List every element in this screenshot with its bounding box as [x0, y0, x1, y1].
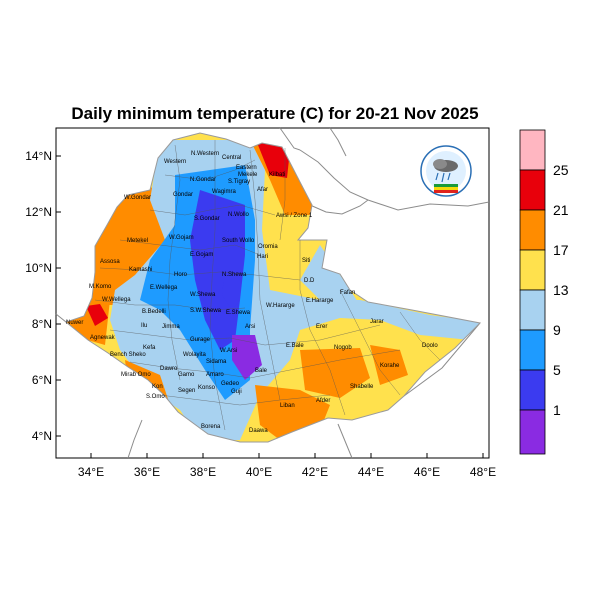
region-label: Gamo [178, 372, 195, 378]
region-label: Awsi / Zone 1 [276, 213, 313, 219]
region-label: W.Gojam [169, 235, 194, 241]
region-label: Nogob [334, 345, 352, 351]
x-tick-label: 48°E [470, 465, 496, 479]
country-border [64, 132, 482, 443]
region-label: Konso [198, 385, 216, 391]
region-label: E.Wellega [150, 285, 178, 291]
region-label: N.Western [191, 151, 219, 157]
axis-ticks [56, 155, 484, 458]
colorbar-label: 1 [553, 402, 561, 418]
region-label: E.Bale [286, 343, 304, 349]
region-label: B.Bedelli [142, 309, 166, 315]
region-label: E.Gojam [190, 252, 213, 258]
region-label: Kefa [143, 345, 156, 351]
y-tick-label: 10°N [25, 261, 52, 275]
region-label: Dawro [160, 366, 178, 372]
region-label: Nuwer [66, 320, 83, 326]
x-tick-label: 44°E [358, 465, 384, 479]
region-label: N.Gondar [190, 177, 216, 183]
region-label: E.Hararge [306, 298, 334, 304]
region-label: Jarar [370, 319, 384, 325]
x-tick-label: 40°E [246, 465, 272, 479]
region-label: W.Wellega [102, 297, 131, 303]
region-label: Central [222, 155, 241, 161]
region-label: Segen [178, 388, 195, 394]
region-label: Gondar [173, 192, 193, 198]
region-label: Kon [152, 384, 163, 390]
map-title: Daily minimum temperature (C) for 20-21 … [71, 104, 479, 123]
y-tick-label: 4°N [32, 429, 52, 443]
region-label: Hari [257, 254, 268, 260]
colorbar-label: 13 [553, 282, 569, 298]
region-label: Fafan [340, 290, 355, 296]
region-label: W.Arsi [220, 348, 237, 354]
region-label: Oromia [258, 244, 278, 250]
region-label: Western [164, 159, 186, 165]
region-label: E.Shewa [226, 310, 251, 316]
region-label: S.W.Shewa [190, 308, 222, 314]
region-label: Eastern [236, 165, 257, 171]
region-label: Daawa [249, 428, 268, 434]
colorbar-label: 17 [553, 242, 569, 258]
region-label: Kamashi [129, 267, 152, 273]
region-label: N.Shewa [222, 272, 247, 278]
region-label: Jimma [162, 324, 180, 330]
region-label: Doolo [422, 343, 438, 349]
region-label: S.Omo [146, 394, 165, 400]
colorbar-label: 25 [553, 162, 569, 178]
region-label: Guji [231, 389, 242, 395]
region-label: Mirab Omo [121, 372, 151, 378]
agency-logo [420, 145, 472, 197]
colorbar [519, 129, 546, 455]
region-label: W.Hararge [266, 303, 295, 309]
region-label: Horo [174, 272, 188, 278]
region-label: Arsi [245, 324, 255, 330]
region-label: South Wollo [222, 238, 255, 244]
y-tick-label: 14°N [25, 149, 52, 163]
region-label: Assosa [100, 259, 120, 265]
region-label: Amaro [206, 372, 224, 378]
region-label: Mekele [238, 172, 258, 178]
region-label: D.D [304, 278, 315, 284]
region-label: Bench Sheko [110, 352, 146, 358]
x-tick-label: 42°E [302, 465, 328, 479]
x-tick-label: 34°E [78, 465, 104, 479]
region-label: S.Gondar [194, 216, 220, 222]
region-label: Afder [316, 398, 330, 404]
x-tick-label: 46°E [414, 465, 440, 479]
region-label: Liban [280, 403, 295, 409]
region-label: Afar [257, 187, 268, 193]
colorbar-label: 21 [553, 202, 569, 218]
x-tick-label: 36°E [134, 465, 160, 479]
region-label: Sidama [206, 359, 227, 365]
zone-boundaries [94, 140, 441, 431]
region-label: W.Gondar [124, 195, 151, 201]
region-label: N.Wollo [228, 212, 250, 218]
y-tick-label: 12°N [25, 205, 52, 219]
region-label: Wagimra [212, 189, 236, 195]
region-label: Wolayita [183, 352, 207, 358]
colorbar-label: 9 [553, 322, 561, 338]
region-label: Siti [302, 258, 310, 264]
region-label: Ilu [141, 323, 147, 329]
x-tick-label: 38°E [190, 465, 216, 479]
y-tick-label: 6°N [32, 373, 52, 387]
region-label: Shabelle [350, 384, 374, 390]
region-label: W.Shewa [190, 292, 216, 298]
coastline [55, 127, 490, 459]
y-tick-label: 8°N [32, 317, 52, 331]
region-label: Gedeo [221, 381, 240, 387]
region-label: Metekel [127, 238, 148, 244]
region-label: Korahe [380, 363, 400, 369]
region-label: Erer [316, 324, 327, 330]
region-label: Borena [201, 424, 221, 430]
colorbar-label: 5 [553, 362, 561, 378]
region-label: Kilbati [269, 172, 285, 178]
region-label: Agnewak [90, 335, 116, 341]
region-label: Bale [255, 368, 268, 374]
region-label: M.Komo [89, 284, 112, 290]
region-label: Gurage [190, 337, 211, 343]
region-label: S.Tigray [228, 179, 250, 185]
